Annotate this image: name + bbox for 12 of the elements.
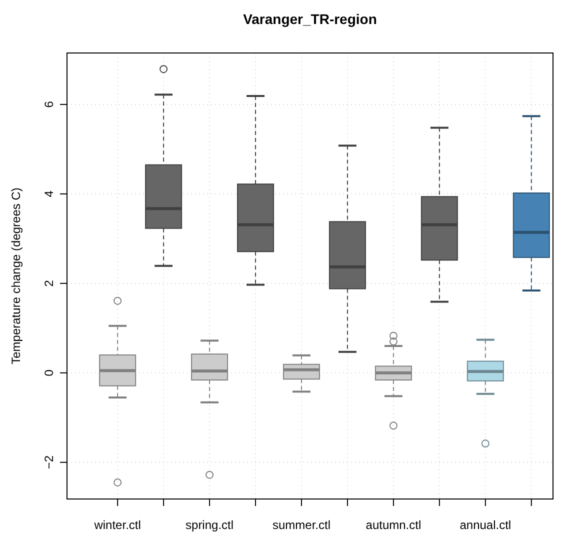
x-tick-label: summer.ctl xyxy=(272,518,330,532)
x-tick-label: winter.ctl xyxy=(93,518,141,532)
x-tick-label: annual.ctl xyxy=(460,518,512,532)
x-tick-label: spring.ctl xyxy=(186,518,234,532)
y-tick-label: 6 xyxy=(42,100,56,108)
y-tick-label: −2 xyxy=(42,455,56,470)
y-tick-label: 2 xyxy=(42,280,56,287)
chart-title: Varanger_TR-region xyxy=(243,11,377,27)
y-tick-label: 0 xyxy=(42,369,56,376)
y-tick-label: 4 xyxy=(42,190,56,198)
y-axis-title: Temperature change (degrees C) xyxy=(9,188,23,364)
x-tick-label: autumn.ctl xyxy=(366,518,422,532)
